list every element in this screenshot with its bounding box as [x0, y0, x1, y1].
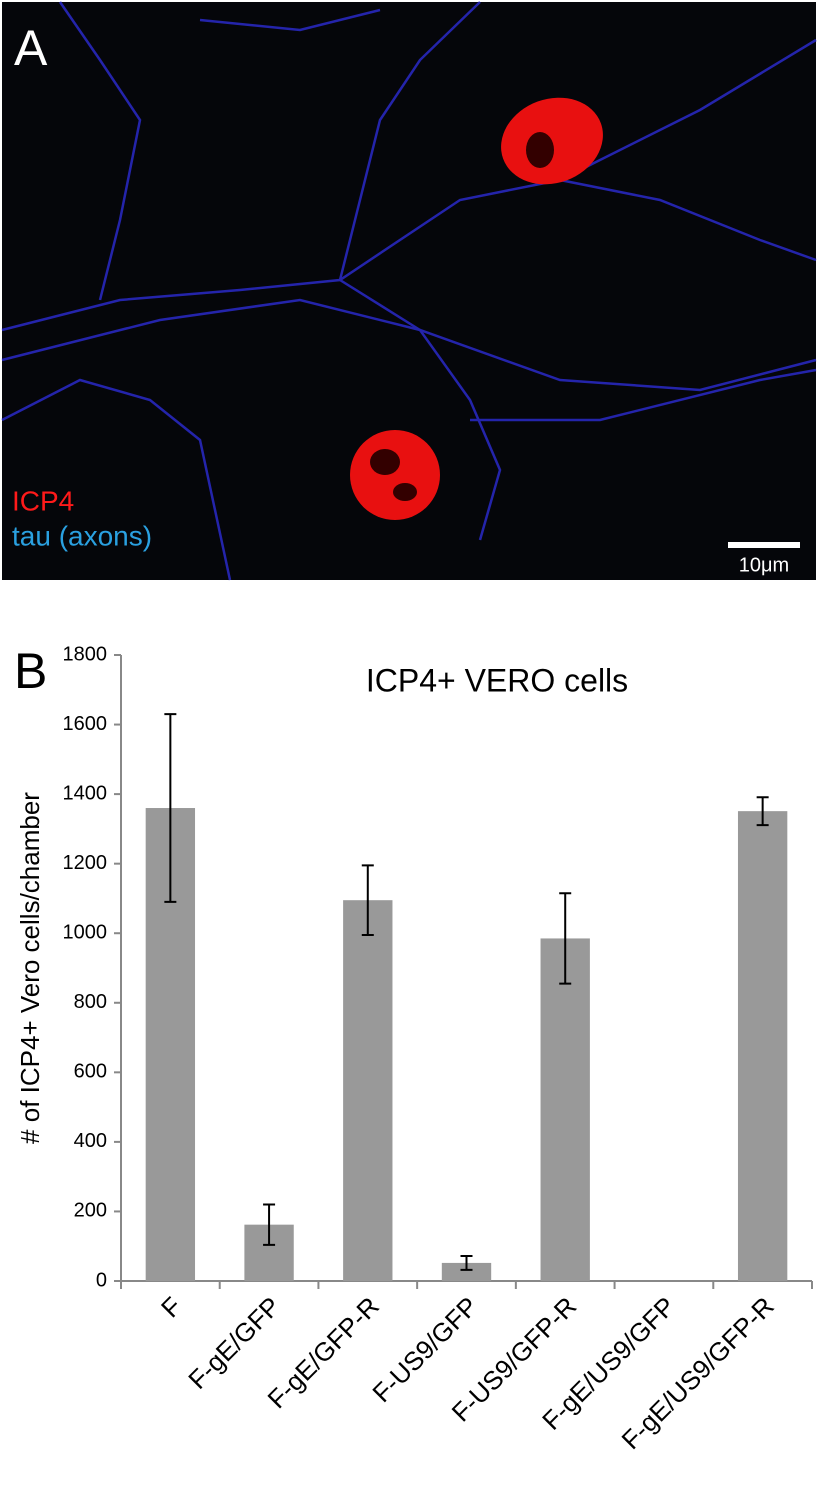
y-tick-label: 1600	[63, 713, 108, 735]
bar	[540, 938, 590, 1281]
nucleolus	[370, 449, 400, 475]
x-tick-label: F-gE/GFP	[182, 1291, 286, 1395]
y-tick-label: 0	[96, 1269, 107, 1291]
x-tick-label: F	[155, 1291, 187, 1323]
error-bar	[559, 892, 572, 985]
y-tick-label: 1000	[63, 922, 108, 944]
y-tick-label: 1800	[63, 643, 108, 665]
y-tick-label: 1200	[63, 852, 108, 874]
bar	[441, 1262, 492, 1281]
chart-title: ICP4+ VERO cells	[366, 662, 628, 698]
error-bar	[263, 1203, 276, 1246]
scale-bar	[728, 542, 800, 548]
axons	[1, 1, 817, 581]
micrograph: A ICP4 tau (axons) 10μm	[1, 1, 817, 581]
scale-bar-label: 10μm	[739, 554, 789, 576]
legend-entry: tau (axons)	[12, 520, 152, 551]
y-tick-label: 200	[74, 1200, 107, 1222]
y-axis-label: # of ICP4+ Vero cells/chamber	[15, 792, 45, 1144]
bar	[737, 811, 788, 1281]
error-bar	[756, 796, 769, 827]
bar	[343, 900, 393, 1281]
nucleolus	[393, 483, 417, 501]
nucleolus	[526, 132, 554, 168]
y-tick-label: 800	[74, 991, 107, 1013]
panel-label: B	[14, 643, 47, 699]
nucleus	[350, 430, 440, 520]
y-tick-label: 600	[74, 1061, 107, 1083]
y-tick-label: 1400	[63, 782, 108, 804]
y-tick-label: 400	[74, 1130, 107, 1152]
legend-entry: ICP4	[12, 485, 74, 516]
panel-label: A	[14, 20, 48, 76]
error-bar	[460, 1254, 473, 1271]
error-bar	[164, 713, 177, 903]
error-bar	[361, 864, 374, 936]
